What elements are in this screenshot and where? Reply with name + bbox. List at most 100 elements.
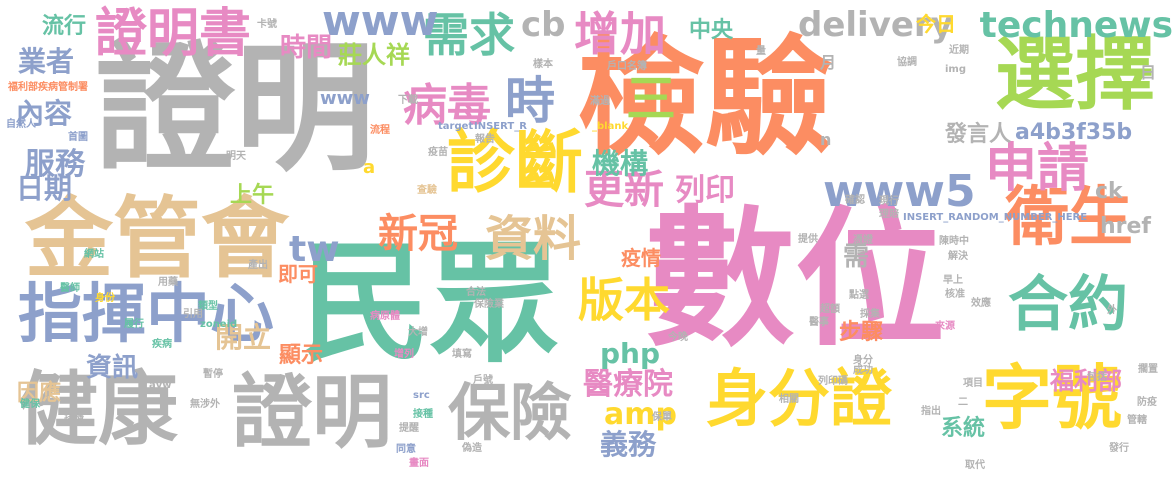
cloud-word: 項目 xyxy=(963,378,983,389)
cloud-word: 現行 xyxy=(879,196,899,207)
cloud-word: 莊人祥 xyxy=(338,41,410,69)
cloud-word: 月 xyxy=(820,53,837,72)
cloud-word: 查驗 xyxy=(417,185,437,196)
cloud-word: 引用 xyxy=(183,309,203,320)
cloud-word: 疾病 xyxy=(152,339,172,350)
cloud-word: 同意 xyxy=(396,444,416,455)
cloud-word: 健保 xyxy=(20,399,40,410)
cloud-word: 民眾 xyxy=(300,227,561,379)
cloud-word: avw xyxy=(149,380,172,391)
cloud-word: 身分 xyxy=(853,355,873,366)
cloud-word: amp xyxy=(604,397,677,432)
cloud-word: 時 xyxy=(505,72,555,130)
cloud-word: 接種 xyxy=(413,409,433,420)
cloud-word: 偽造 xyxy=(462,443,482,454)
cloud-word: 今晚 xyxy=(668,332,688,343)
cloud-word: 流程 xyxy=(370,125,390,136)
cloud-word: 病毒 xyxy=(403,80,491,131)
cloud-word: 效應 xyxy=(971,298,991,309)
cloud-word: 無涉外 xyxy=(190,399,220,410)
cloud-word: 來源 xyxy=(935,321,955,332)
cloud-word: technews xyxy=(979,5,1173,46)
cloud-word: 擱置 xyxy=(1138,364,1158,375)
cloud-word: www5 xyxy=(823,166,976,217)
cloud-word: cb xyxy=(521,5,566,45)
cloud-word: 義務 xyxy=(600,428,657,461)
cloud-word: 日期 xyxy=(16,172,73,205)
cloud-word: 選擇 xyxy=(995,28,1155,121)
cloud-word: href xyxy=(1100,214,1152,239)
cloud-word: 系統 xyxy=(941,416,986,441)
cloud-word: 首圖 xyxy=(68,132,88,143)
cloud-word: 福利部疾病管制署 xyxy=(8,82,88,93)
cloud-word: 報告 xyxy=(475,134,495,145)
cloud-word: 申請 xyxy=(985,139,1090,199)
cloud-word: 列印碼 xyxy=(818,376,848,387)
cloud-word: 醫療院 xyxy=(583,367,673,402)
cloud-word: 證明 xyxy=(232,366,392,459)
cloud-word: 網站 xyxy=(84,249,104,260)
cloud-word: 明天 xyxy=(226,151,246,162)
cloud-word: 步驟 xyxy=(839,320,884,345)
cloud-word: 解決 xyxy=(948,251,968,262)
cloud-word: 外 xyxy=(1107,305,1117,316)
cloud-word: 診斷 xyxy=(447,124,584,203)
cloud-word: 證明 xyxy=(95,28,376,191)
cloud-word: 協調 xyxy=(897,57,917,68)
cloud-word: 超額 xyxy=(820,304,840,315)
cloud-word: www xyxy=(322,0,439,45)
cloud-word: 身份 xyxy=(95,293,115,304)
cloud-word: 用藥 xyxy=(158,277,178,288)
cloud-word: 二 xyxy=(958,397,968,408)
cloud-word: 指揮中心 xyxy=(18,278,274,352)
cloud-word: 資訊 xyxy=(86,353,139,383)
cloud-word: 憑證 xyxy=(853,235,873,246)
cloud-word: 合約 xyxy=(1008,270,1128,340)
cloud-word: 管轄 xyxy=(1127,415,1147,426)
cloud-word: 戶口名簿 xyxy=(607,61,647,72)
cloud-word: 取代 xyxy=(965,460,985,471)
cloud-word: 衛生 xyxy=(1005,181,1133,255)
cloud-word: 理賠 xyxy=(879,209,899,220)
cloud-word: php xyxy=(600,337,661,370)
cloud-word: 業者 xyxy=(18,45,75,78)
cloud-word: target xyxy=(438,121,474,132)
cloud-word: 內容 xyxy=(16,97,73,130)
cloud-word: 增列 xyxy=(394,349,414,360)
cloud-word: 今日 xyxy=(916,12,956,36)
cloud-word: 三 xyxy=(626,70,676,128)
cloud-word: 點選 xyxy=(849,290,869,301)
cloud-word: 成功 xyxy=(853,365,873,376)
cloud-word: 福利部 xyxy=(1050,367,1122,395)
cloud-word: 開立 xyxy=(215,321,272,354)
cloud-word: 日 xyxy=(1140,63,1157,82)
cloud-word: 醫事 xyxy=(809,317,829,328)
cloud-word: 更新 xyxy=(584,167,664,213)
cloud-word: 服務 xyxy=(25,147,85,182)
cloud-word: 合法 xyxy=(466,287,486,298)
cloud-word: 防疫 xyxy=(1137,397,1157,408)
cloud-word: 身分證 xyxy=(706,362,893,435)
cloud-word: 大增 xyxy=(408,327,428,338)
cloud-word: INSERT_R xyxy=(474,121,527,132)
cloud-word: 自然人 xyxy=(6,119,36,130)
cloud-word: 因應 xyxy=(17,381,62,406)
cloud-word: 疫情 xyxy=(621,246,661,270)
cloud-word: 發言人 xyxy=(945,122,1012,147)
cloud-word: 確認 xyxy=(845,195,865,206)
cloud-word: 提醒 xyxy=(399,423,419,434)
cloud-word: 需求 xyxy=(423,8,515,62)
cloud-word: 保單 xyxy=(652,412,672,423)
cloud-word: 健康 xyxy=(18,363,178,456)
cloud-word: 列印 xyxy=(675,173,735,208)
cloud-word: 顯示 xyxy=(279,343,324,368)
cloud-word: _blank xyxy=(592,121,629,132)
cloud-word: 量 xyxy=(756,46,766,57)
cloud-word: tw xyxy=(289,229,340,270)
cloud-word: 畫面 xyxy=(409,458,429,469)
cloud-word: 填寫 xyxy=(452,349,472,360)
cloud-word: 卡號 xyxy=(257,19,277,30)
cloud-word: 樣本 xyxy=(533,59,553,70)
cloud-word: www xyxy=(320,88,370,109)
cloud-word: img xyxy=(945,64,967,75)
